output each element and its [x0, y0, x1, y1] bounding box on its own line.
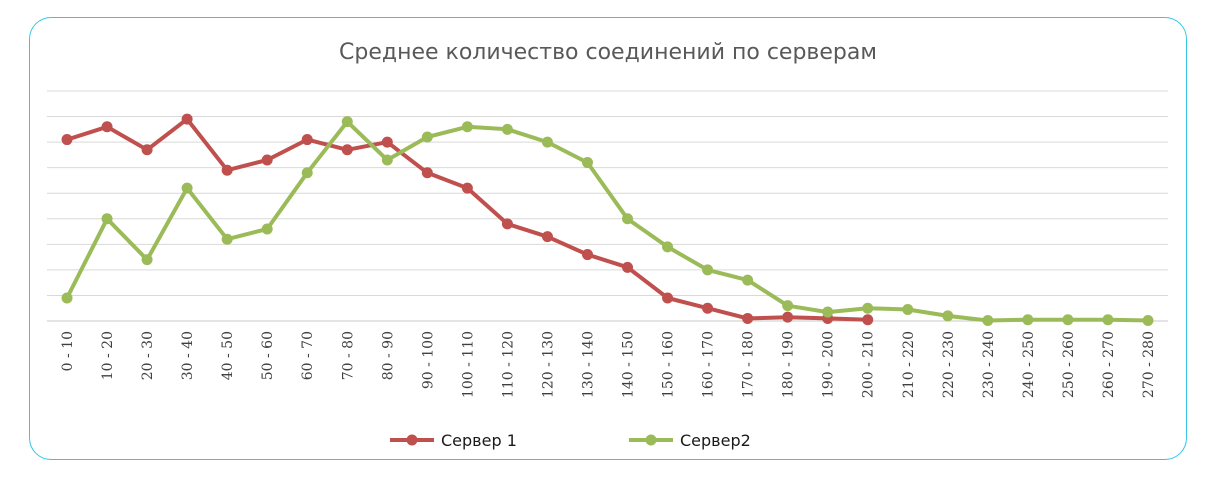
chart-title: Среднее количество соединений по сервера… — [339, 40, 877, 65]
data-point — [501, 218, 513, 230]
x-tick-label: 0 - 10 — [60, 331, 76, 371]
x-tick-label: 100 - 110 — [460, 331, 476, 398]
legend-item: Сервер 1 — [390, 431, 517, 450]
gridlines — [47, 90, 1168, 322]
x-axis-tick-labels: 0 - 10 10 - 20 20 - 30 30 - 40 40 - 50 50 - 6… — [60, 331, 1157, 398]
data-point — [501, 123, 513, 135]
data-point — [421, 167, 433, 179]
data-point — [381, 136, 393, 148]
data-point — [221, 233, 233, 245]
legend-label: Сервер 1 — [441, 431, 517, 450]
data-point — [141, 144, 153, 156]
data-point — [341, 116, 353, 128]
data-point — [181, 182, 193, 194]
x-tick-label: 250 - 260 — [1061, 331, 1077, 398]
x-tick-label: 90 - 100 — [420, 331, 436, 389]
data-point — [702, 264, 714, 276]
x-tick-label: 210 - 220 — [901, 331, 917, 398]
data-point — [261, 154, 273, 166]
data-point — [1142, 314, 1154, 326]
x-tick-label: 260 - 270 — [1101, 331, 1117, 398]
data-point — [61, 134, 73, 146]
data-point — [141, 254, 153, 266]
series-2 — [61, 116, 1154, 326]
x-tick-label: 60 - 70 — [300, 331, 316, 380]
data-point — [381, 154, 393, 166]
x-tick-label: 80 - 90 — [380, 331, 396, 380]
data-point — [541, 136, 553, 148]
data-point — [301, 167, 313, 179]
data-point — [822, 306, 834, 318]
data-point — [341, 144, 353, 156]
data-point — [1102, 314, 1114, 326]
data-point — [301, 134, 313, 146]
data-point — [622, 261, 634, 273]
data-point — [261, 223, 273, 235]
series-1 — [61, 113, 874, 326]
data-point — [461, 121, 473, 133]
x-tick-label: 220 - 230 — [941, 331, 957, 398]
x-tick-label: 50 - 60 — [260, 331, 276, 380]
x-tick-label: 160 - 170 — [701, 331, 717, 398]
legend-marker — [645, 434, 657, 446]
x-tick-label: 10 - 20 — [100, 331, 116, 380]
x-tick-label: 130 - 140 — [580, 331, 596, 398]
x-tick-label: 110 - 120 — [500, 331, 516, 398]
x-tick-label: 140 - 150 — [621, 331, 637, 398]
x-tick-label: 170 - 180 — [741, 331, 757, 398]
data-point — [742, 312, 754, 324]
series-layer — [61, 113, 1154, 326]
x-tick-label: 30 - 40 — [180, 331, 196, 380]
x-tick-label: 270 - 280 — [1141, 331, 1157, 398]
data-point — [541, 231, 553, 243]
data-point — [662, 292, 674, 304]
data-point — [1062, 314, 1074, 326]
data-point — [862, 314, 874, 326]
x-tick-label: 190 - 200 — [821, 331, 837, 398]
data-point — [782, 311, 794, 323]
legend-item: Сервер2 — [629, 431, 751, 450]
data-point — [982, 314, 994, 326]
data-point — [662, 241, 674, 253]
data-point — [782, 300, 794, 312]
x-tick-label: 240 - 250 — [1021, 331, 1037, 398]
legend-marker — [406, 434, 418, 446]
series-line — [65, 117, 870, 322]
x-tick-label: 70 - 80 — [340, 331, 356, 380]
x-tick-label: 180 - 190 — [781, 331, 797, 398]
data-point — [421, 131, 433, 143]
series-line — [65, 119, 1150, 323]
data-point — [581, 249, 593, 261]
data-point — [101, 121, 113, 133]
legend: Сервер 1 Сервер2 — [390, 431, 751, 450]
x-tick-label: 230 - 240 — [981, 331, 997, 398]
x-tick-label: 150 - 160 — [661, 331, 677, 398]
data-point — [61, 292, 73, 304]
data-point — [702, 302, 714, 314]
data-point — [181, 113, 193, 125]
data-point — [581, 157, 593, 169]
legend-label: Сервер2 — [680, 431, 751, 450]
data-point — [902, 304, 914, 315]
x-tick-label: 40 - 50 — [220, 331, 236, 380]
data-point — [101, 213, 113, 225]
data-point — [862, 302, 874, 314]
x-tick-label: 20 - 30 — [140, 331, 156, 380]
data-point — [742, 274, 754, 286]
data-point — [221, 164, 233, 176]
data-point — [461, 182, 473, 194]
data-point — [1022, 314, 1034, 326]
data-point — [622, 213, 634, 225]
x-tick-label: 120 - 130 — [540, 331, 556, 398]
x-tick-label: 200 - 210 — [861, 331, 877, 398]
data-point — [942, 310, 954, 322]
